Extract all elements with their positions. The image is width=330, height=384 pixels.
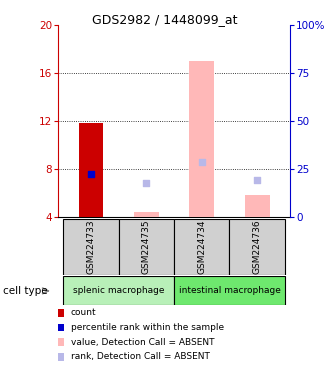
Text: splenic macrophage: splenic macrophage (73, 286, 164, 295)
Bar (63, 276, 174, 305)
Bar (174, 219, 229, 275)
Text: count: count (71, 308, 97, 318)
Point (199, 159, 204, 165)
Text: intestinal macrophage: intestinal macrophage (179, 286, 280, 295)
Text: GSM224733: GSM224733 (86, 219, 95, 274)
Text: GDS2982 / 1448099_at: GDS2982 / 1448099_at (92, 13, 238, 26)
Bar (174, 276, 285, 305)
Bar (245, 195, 270, 217)
Point (88, 171, 94, 177)
Bar (229, 219, 285, 275)
Bar (63, 219, 119, 275)
Text: percentile rank within the sample: percentile rank within the sample (71, 323, 224, 332)
Text: rank, Detection Call = ABSENT: rank, Detection Call = ABSENT (71, 352, 210, 361)
Text: GSM224735: GSM224735 (142, 219, 151, 274)
Text: cell type: cell type (3, 286, 48, 296)
Point (144, 180, 149, 186)
Text: GSM224736: GSM224736 (253, 219, 262, 274)
Bar (189, 61, 214, 217)
Bar (79, 123, 103, 217)
Bar (119, 219, 174, 275)
Text: GSM224734: GSM224734 (197, 220, 206, 274)
Bar (134, 212, 159, 217)
Text: value, Detection Call = ABSENT: value, Detection Call = ABSENT (71, 338, 214, 347)
Point (254, 177, 260, 184)
